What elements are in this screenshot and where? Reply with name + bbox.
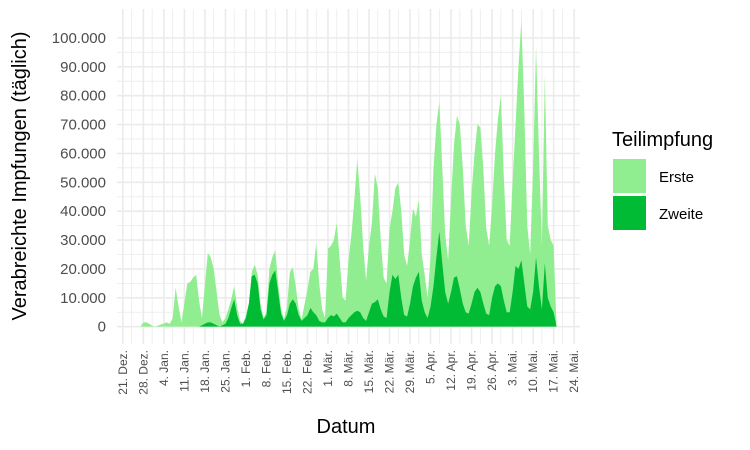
y-tick-label: 40.000 bbox=[60, 203, 106, 220]
legend-swatch-erste bbox=[613, 159, 646, 193]
y-tick-label: 30.000 bbox=[60, 232, 106, 249]
y-tick-label: 100.000 bbox=[52, 30, 106, 47]
x-tick-labels: 21. Dez. 28. Dez. 4. Jan. 11. Jan. 18. Jan. 2… bbox=[116, 350, 581, 395]
x-tick-label: 22. Mär. bbox=[383, 350, 397, 393]
x-tick-label: 8. Mär. bbox=[342, 350, 356, 387]
legend: Teilimpfung Erste Zweite bbox=[612, 129, 713, 230]
x-tick-label: 29. Mär. bbox=[403, 350, 417, 393]
y-tick-label: 70.000 bbox=[60, 117, 106, 134]
x-axis-title: Datum bbox=[317, 416, 376, 438]
y-tick-label: 90.000 bbox=[60, 59, 106, 76]
y-tick-label: 10.000 bbox=[60, 290, 106, 307]
x-tick-label: 8. Feb. bbox=[259, 350, 273, 387]
x-tick-label: 1. Feb. bbox=[239, 350, 253, 387]
y-tick-label: 50.000 bbox=[60, 174, 106, 191]
legend-title: Teilimpfung bbox=[612, 129, 713, 151]
x-tick-label: 1. Mär. bbox=[321, 350, 335, 387]
legend-swatch-zweite bbox=[613, 196, 646, 230]
legend-label-erste: Erste bbox=[659, 169, 694, 186]
x-tick-label: 11. Jan. bbox=[177, 350, 191, 392]
y-tick-labels: 0 10.000 20.000 30.000 40.000 50.000 60.000 70.… bbox=[52, 30, 106, 336]
x-tick-label: 15. Mär. bbox=[362, 350, 376, 393]
x-tick-label: 4. Jan. bbox=[157, 350, 171, 386]
x-tick-label: 10. Mai. bbox=[526, 350, 540, 393]
x-tick-label: 24. Mai. bbox=[567, 350, 581, 393]
x-tick-label: 17. Mai. bbox=[547, 350, 561, 393]
legend-label-zweite: Zweite bbox=[659, 206, 703, 223]
x-tick-label: 12. Apr. bbox=[444, 350, 458, 391]
y-tick-label: 60.000 bbox=[60, 145, 106, 162]
x-tick-label: 18. Jan. bbox=[198, 350, 212, 393]
area-series-zweite bbox=[199, 231, 557, 327]
series-areas bbox=[140, 20, 557, 327]
area-series-erste bbox=[140, 20, 557, 327]
x-tick-label: 26. Apr. bbox=[485, 350, 499, 391]
y-axis-title: Verabreichte Impfungen (täglich) bbox=[9, 31, 31, 320]
x-tick-label: 28. Dez. bbox=[136, 350, 150, 395]
x-tick-label: 22. Feb. bbox=[300, 350, 314, 394]
y-tick-label: 20.000 bbox=[60, 261, 106, 278]
x-tick-label: 3. Mai. bbox=[506, 350, 520, 386]
x-tick-label: 19. Apr. bbox=[465, 350, 479, 391]
x-tick-label: 25. Jan. bbox=[218, 350, 232, 393]
y-tick-label: 80.000 bbox=[60, 88, 106, 105]
x-tick-label: 15. Feb. bbox=[280, 350, 294, 394]
x-tick-label: 5. Apr. bbox=[424, 350, 438, 384]
x-tick-label: 21. Dez. bbox=[116, 350, 130, 395]
y-tick-label: 0 bbox=[98, 319, 106, 336]
